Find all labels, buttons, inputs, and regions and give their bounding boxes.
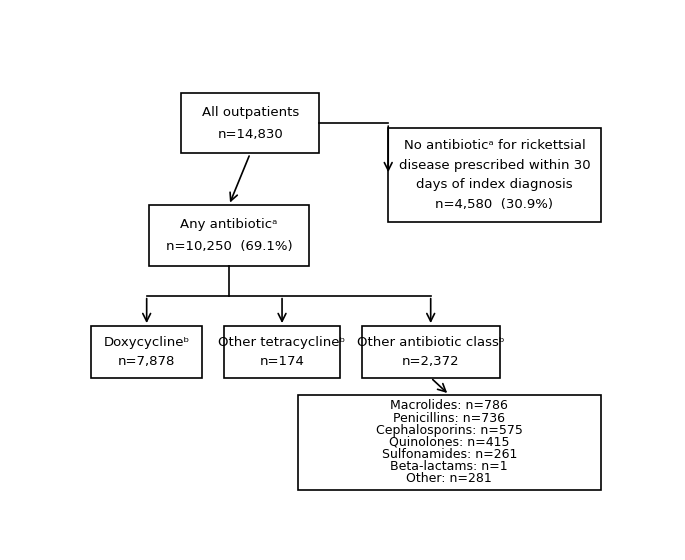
Text: Any antibioticᵃ: Any antibioticᵃ (180, 218, 277, 231)
Text: n=10,250  (69.1%): n=10,250 (69.1%) (166, 240, 292, 253)
Text: n=7,878: n=7,878 (118, 354, 175, 367)
Text: days of index diagnosis: days of index diagnosis (416, 179, 573, 192)
Text: n=2,372: n=2,372 (402, 354, 460, 367)
Text: No antibioticᵃ for rickettsial: No antibioticᵃ for rickettsial (403, 139, 585, 152)
Text: Beta-lactams: n=1: Beta-lactams: n=1 (390, 460, 508, 473)
Text: Penicillins: n=736: Penicillins: n=736 (393, 412, 506, 424)
Text: Other tetracyclineᵇ: Other tetracyclineᵇ (219, 336, 346, 349)
FancyBboxPatch shape (298, 395, 601, 490)
FancyBboxPatch shape (91, 326, 203, 377)
FancyBboxPatch shape (362, 326, 500, 377)
Text: All outpatients: All outpatients (201, 106, 299, 119)
FancyBboxPatch shape (149, 205, 308, 265)
Text: Doxycyclineᵇ: Doxycyclineᵇ (103, 336, 190, 349)
FancyBboxPatch shape (181, 93, 319, 153)
FancyBboxPatch shape (223, 326, 340, 377)
Text: n=174: n=174 (260, 354, 305, 367)
Text: Cephalosporins: n=575: Cephalosporins: n=575 (376, 424, 523, 437)
Text: Other: n=281: Other: n=281 (406, 472, 492, 486)
Text: Quinolones: n=415: Quinolones: n=415 (389, 436, 510, 449)
Text: disease prescribed within 30: disease prescribed within 30 (399, 158, 590, 171)
Text: n=4,580  (30.9%): n=4,580 (30.9%) (436, 198, 553, 211)
Text: Macrolides: n=786: Macrolides: n=786 (390, 399, 508, 412)
Text: n=14,830: n=14,830 (217, 128, 283, 141)
Text: Sulfonamides: n=261: Sulfonamides: n=261 (382, 448, 517, 461)
Text: Other antibiotic classᵇ: Other antibiotic classᵇ (357, 336, 505, 349)
FancyBboxPatch shape (388, 128, 601, 222)
